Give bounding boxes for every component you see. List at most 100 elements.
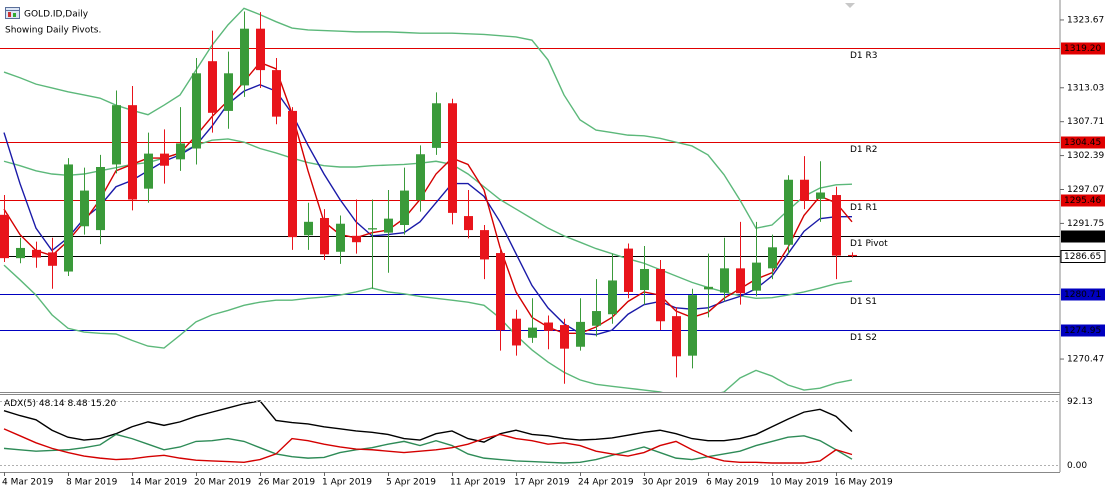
candle-body — [0, 214, 9, 259]
price-box-label: 1286.65 — [1064, 252, 1101, 262]
price-box-label: 1319.20 — [1064, 44, 1101, 54]
price-box — [1061, 42, 1105, 55]
candle-body — [736, 268, 745, 294]
price-box — [1061, 136, 1105, 149]
y-tick-label: 1291.75 — [1067, 219, 1104, 229]
candle-body — [288, 110, 297, 238]
shift-marker — [845, 3, 855, 8]
price-box-label: 1289.70 — [1064, 232, 1101, 242]
candle-body — [640, 268, 649, 291]
pivot-name: D1 Pivot — [850, 239, 888, 249]
candle-body — [336, 223, 345, 252]
indicator-line — [3, 433, 853, 464]
overlay-line — [3, 7, 853, 229]
candle-body — [112, 105, 121, 165]
y-tick-label: 1323.67 — [1067, 15, 1104, 25]
candle-body — [512, 318, 521, 346]
candle-body — [656, 268, 665, 322]
candle-body — [384, 218, 393, 233]
pivot-name: D1 R2 — [850, 145, 878, 155]
candle-body — [304, 221, 313, 236]
chart-subtitle: Showing Daily Pivots. — [5, 26, 101, 36]
indicator-readout: 48.14 — [39, 399, 65, 409]
price-box-label: 1274.95 — [1064, 326, 1101, 336]
x-tick-label: 16 May 2019 — [834, 478, 893, 488]
x-tick-label: 6 May 2019 — [706, 478, 759, 488]
x-tick-label: 10 May 2019 — [770, 478, 829, 488]
candle-body — [240, 28, 249, 86]
candle-body — [768, 247, 777, 269]
candle-body — [400, 190, 409, 226]
candle-body — [16, 247, 25, 259]
y-tick-label: 1297.07 — [1067, 185, 1104, 195]
price-box-label: 1280.71 — [1064, 290, 1101, 300]
candle-body — [48, 252, 57, 266]
y-tick-label: 1313.03 — [1067, 83, 1104, 93]
candle-body — [832, 195, 841, 256]
price-box — [1061, 324, 1105, 337]
y-tick-label: 1307.71 — [1067, 117, 1104, 127]
x-tick-label: 24 Apr 2019 — [578, 478, 634, 488]
candle-body — [592, 311, 601, 326]
candle-body — [96, 166, 105, 231]
indicator-line — [3, 400, 853, 443]
main-panel: D1 R3 D1 R2 D1 R1 D1 Pivot D1 S1 D1 S2 — [0, 7, 1060, 392]
y-tick-label: 1270.47 — [1067, 355, 1104, 365]
pivot-name: D1 S1 — [850, 297, 877, 307]
x-tick-label: 14 Mar 2019 — [130, 478, 187, 488]
candle-body — [608, 280, 617, 315]
indicator-readout: 8.48 — [68, 399, 88, 409]
x-tick-label: 26 Mar 2019 — [258, 478, 315, 488]
x-tick-label: 5 Apr 2019 — [386, 478, 436, 488]
candle-body — [64, 164, 73, 272]
candle-body — [816, 192, 825, 199]
x-tick-label: 20 Mar 2019 — [194, 478, 251, 488]
price-box — [1061, 194, 1105, 207]
indicator-line — [3, 428, 853, 464]
candle-body — [800, 179, 809, 201]
indicator-readout: 15.20 — [90, 399, 116, 409]
chart-title: GOLD.ID,Daily — [24, 10, 89, 20]
candle-body — [192, 73, 201, 149]
candle-body — [176, 143, 185, 160]
candle-body — [352, 235, 361, 243]
price-box-label: 1295.46 — [1064, 196, 1101, 206]
x-tick-label: 4 Mar 2019 — [2, 478, 54, 488]
price-box — [1061, 288, 1105, 301]
candle-body — [320, 217, 329, 255]
indicator-readout: ADX(5) — [4, 399, 36, 409]
price-box — [1061, 230, 1105, 243]
candle-body — [784, 179, 793, 245]
candle-body — [32, 249, 41, 258]
candle-body — [208, 61, 217, 113]
candle-body — [464, 216, 473, 231]
candle-body — [528, 327, 537, 338]
candle-body — [752, 262, 761, 291]
candle-body — [496, 253, 505, 331]
candle-body — [272, 70, 281, 117]
candle-body — [80, 190, 89, 227]
y-tick-label: 1302.39 — [1067, 151, 1104, 161]
candle-body — [368, 228, 377, 230]
candle-body — [416, 154, 425, 201]
labels: GOLD.ID,Daily Showing Daily Pivots. 1323… — [2, 3, 1106, 488]
candle-body — [560, 325, 569, 349]
price-box — [1060, 250, 1106, 263]
candle-body — [448, 103, 457, 213]
pivot-name: D1 R3 — [850, 51, 878, 61]
indicator-tick-label: 92.13 — [1067, 397, 1093, 407]
x-tick-label: 8 Mar 2019 — [66, 478, 118, 488]
x-tick-label: 17 Apr 2019 — [514, 478, 570, 488]
candle-body — [624, 248, 633, 292]
pivot-name: D1 S2 — [850, 333, 877, 343]
candle-body — [720, 268, 729, 293]
candle-body — [672, 316, 681, 357]
x-tick-label: 30 Apr 2019 — [642, 478, 698, 488]
candle-body — [848, 254, 857, 256]
candle-body — [256, 28, 265, 71]
overlay-line — [3, 264, 853, 392]
candle-body — [144, 153, 153, 189]
x-tick-label: 1 Apr 2019 — [322, 478, 372, 488]
indicator-title: ADX(5) 48.14 8.48 15.20 — [4, 399, 116, 409]
candle-body — [704, 286, 713, 290]
